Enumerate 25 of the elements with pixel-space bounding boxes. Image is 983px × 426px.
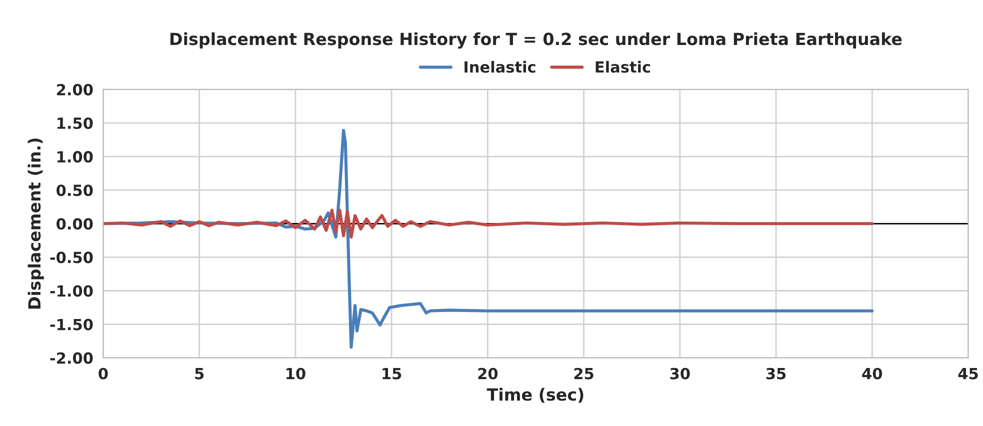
x-tick-label: 15 bbox=[382, 368, 402, 380]
y-tick-label: -0.50 bbox=[50, 252, 93, 264]
y-tick-label: -1.00 bbox=[50, 285, 93, 297]
y-tick-label: -1.50 bbox=[50, 318, 93, 330]
y-tick-label: 1.50 bbox=[58, 117, 93, 130]
x-tick-label: 45 bbox=[958, 368, 978, 380]
x-tick-label: 30 bbox=[670, 368, 690, 380]
y-tick-label: 0.00 bbox=[56, 218, 93, 230]
x-tick-label: 25 bbox=[574, 368, 594, 380]
x-tick-label: 5 bbox=[195, 368, 204, 380]
y-tick-label: 1.00 bbox=[58, 151, 93, 163]
y-tick-label: -2.00 bbox=[50, 352, 93, 364]
chart-title: Displacement Response History for T = 0.2 sec under Loma Prieta Earthquake bbox=[170, 32, 902, 49]
y-tick-label: 0.50 bbox=[56, 184, 93, 196]
y-axis-title: Displacement (in.) bbox=[28, 138, 44, 309]
x-tick-label: 40 bbox=[862, 368, 882, 380]
x-tick-label: 10 bbox=[286, 368, 306, 380]
legend-label: Elastic bbox=[596, 60, 650, 73]
x-tick-label: 35 bbox=[766, 368, 786, 380]
x-axis-title: Time (sec) bbox=[486, 388, 584, 403]
x-tick-label: 20 bbox=[478, 368, 498, 380]
x-tick-label: 0 bbox=[98, 368, 108, 380]
legend-label: Inelastic bbox=[464, 60, 536, 73]
line-series bbox=[103, 208, 874, 239]
y-tick-label: 2.00 bbox=[57, 84, 93, 96]
